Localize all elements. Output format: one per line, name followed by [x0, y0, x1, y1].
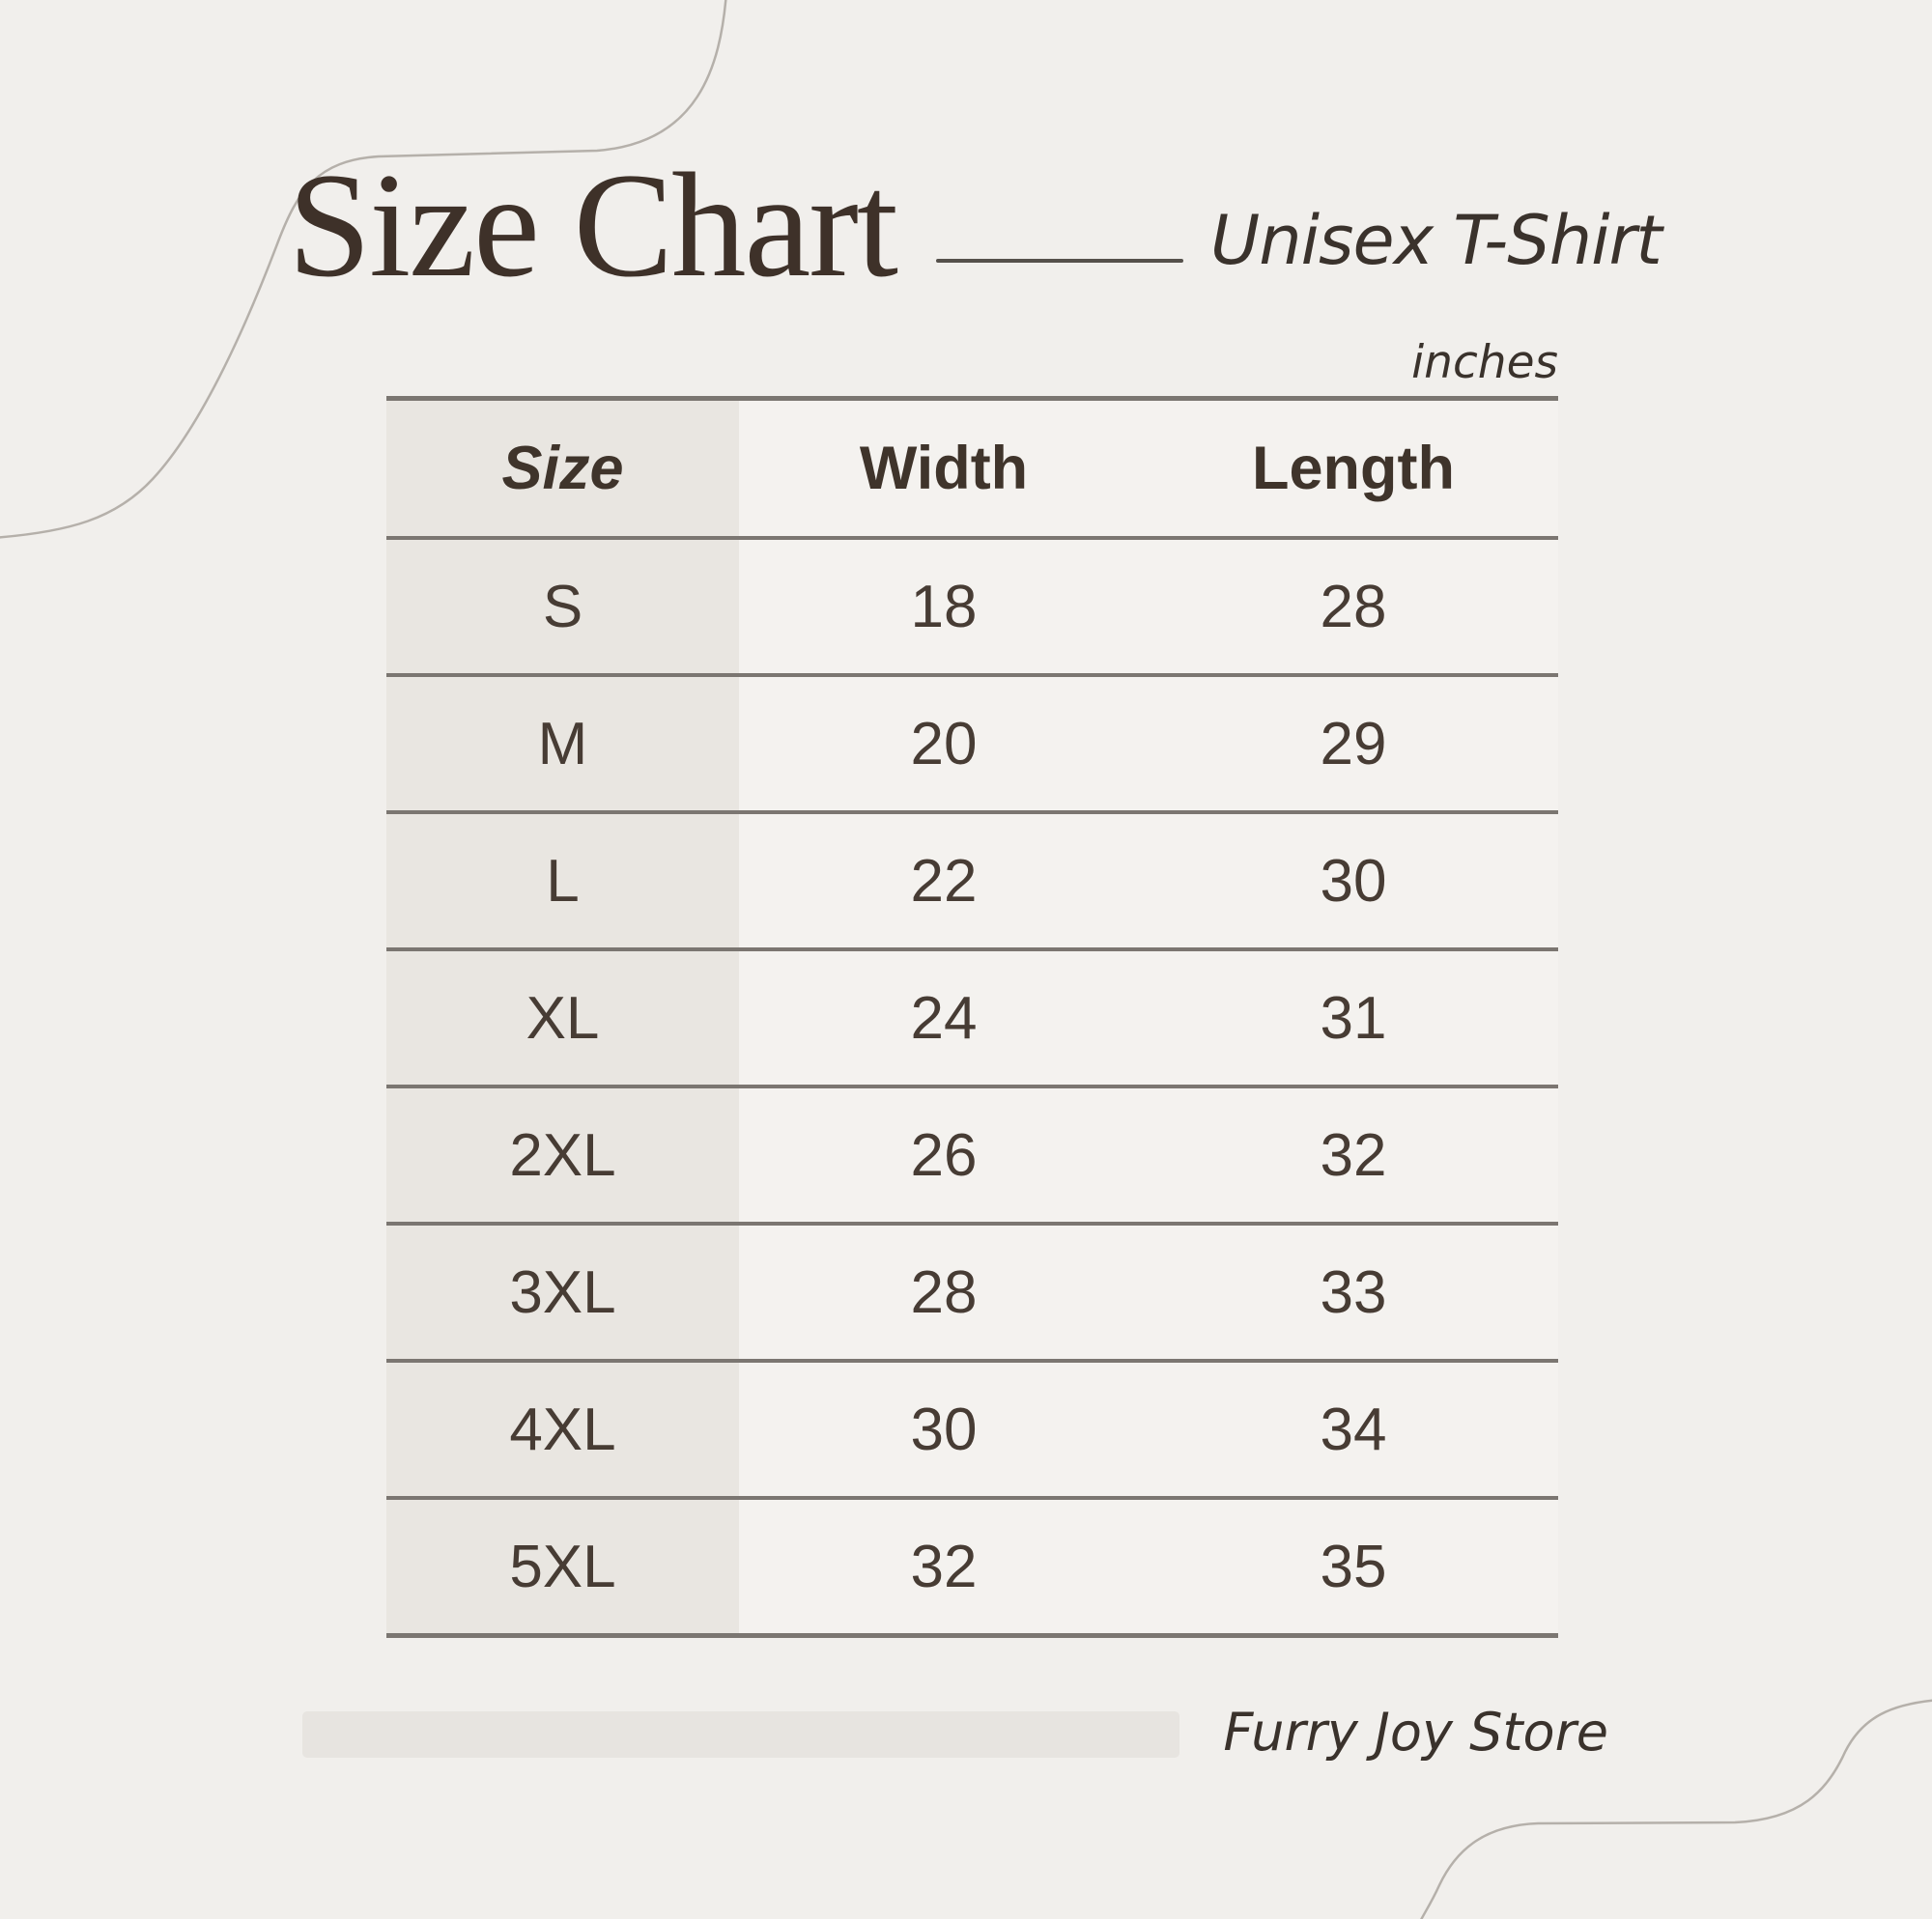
table-row-5xl: 5XL 32 35	[386, 1498, 1558, 1638]
table-row-3xl: 3XL 28 33	[386, 1224, 1558, 1363]
length-cell: 30	[1149, 812, 1558, 951]
size-cell: 3XL	[386, 1224, 739, 1363]
length-cell: 31	[1149, 949, 1558, 1088]
table-row-xl: XL 24 31	[386, 949, 1558, 1088]
width-cell: 32	[739, 1498, 1149, 1638]
unit-label: inches	[1411, 336, 1558, 389]
width-cell: 24	[739, 949, 1149, 1088]
title-divider-line	[936, 259, 1183, 263]
column-header-width: Width	[739, 398, 1149, 540]
column-header-length: Length	[1149, 398, 1558, 540]
store-name: Furry Joy Store	[1223, 1702, 1608, 1763]
length-cell: 33	[1149, 1224, 1558, 1363]
size-cell: M	[386, 675, 739, 814]
size-cell: XL	[386, 949, 739, 1088]
width-cell: 22	[739, 812, 1149, 951]
table-row-4xl: 4XL 30 34	[386, 1361, 1558, 1500]
table-row-l: L 22 30	[386, 812, 1558, 951]
page-title: Size Chart	[288, 142, 898, 308]
length-cell: 29	[1149, 675, 1558, 814]
column-header-size: Size	[386, 398, 739, 540]
header-row: Size Width Length	[386, 398, 1558, 540]
size-cell: 5XL	[386, 1498, 739, 1638]
page-subtitle: Unisex T-Shirt	[1210, 201, 1662, 280]
size-cell: L	[386, 812, 739, 951]
width-cell: 30	[739, 1361, 1149, 1500]
length-cell: 28	[1149, 538, 1558, 677]
width-cell: 26	[739, 1086, 1149, 1226]
width-cell: 28	[739, 1224, 1149, 1363]
width-cell: 20	[739, 675, 1149, 814]
table-row-m: M 20 29	[386, 675, 1558, 814]
size-cell: S	[386, 538, 739, 677]
size-cell: 4XL	[386, 1361, 739, 1500]
length-cell: 34	[1149, 1361, 1558, 1500]
size-cell: 2XL	[386, 1086, 739, 1226]
width-cell: 18	[739, 538, 1149, 677]
table-row-s: S 18 28	[386, 538, 1558, 677]
length-cell: 32	[1149, 1086, 1558, 1226]
footer-accent-bar	[302, 1711, 1179, 1758]
length-cell: 35	[1149, 1498, 1558, 1638]
table-row-2xl: 2XL 26 32	[386, 1086, 1558, 1226]
size-table: Size Width Length S 18 28 M 20 29 L 22 3…	[386, 396, 1558, 1638]
